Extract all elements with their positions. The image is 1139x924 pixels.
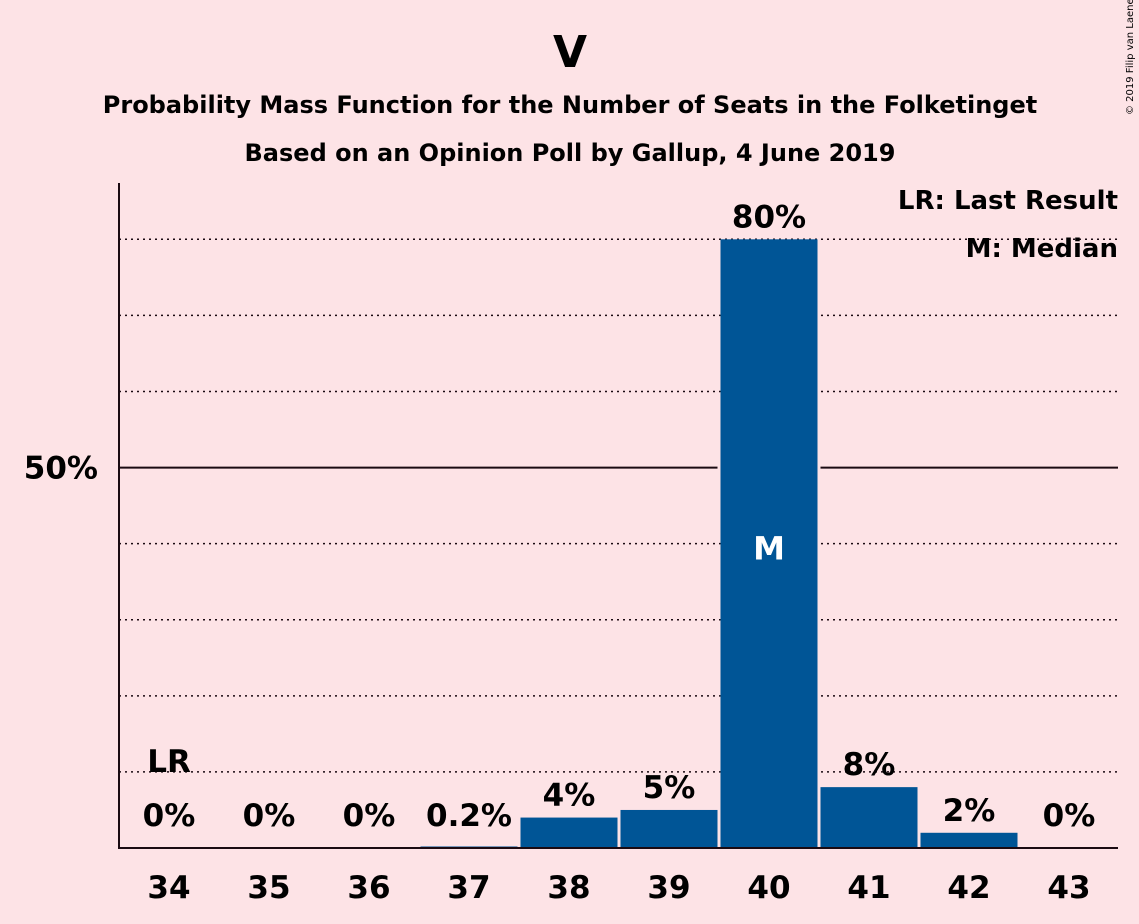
data-label: 0.2% (426, 798, 512, 834)
legend-median: M: Median (966, 234, 1118, 264)
gridlines (119, 238, 1118, 773)
data-label: 0% (143, 798, 196, 834)
x-tick-label: 42 (947, 870, 990, 906)
chart-subtitle: Probability Mass Function for the Number… (103, 91, 1037, 119)
bars (420, 239, 1018, 849)
data-label: 0% (243, 798, 296, 834)
median-marker: M (753, 529, 785, 567)
x-tick-label: 35 (247, 870, 290, 906)
y-tick-labels: 50% (24, 451, 98, 487)
chart-subtitle-poll: Based on an Opinion Poll by Gallup, 4 Ju… (245, 139, 896, 167)
x-tick-label: 36 (347, 870, 390, 906)
data-label: 80% (732, 199, 806, 235)
chart-title: V (553, 27, 587, 78)
bar (820, 787, 918, 848)
bar (920, 832, 1018, 848)
x-tick-label: 41 (847, 870, 890, 906)
data-label: 0% (1043, 798, 1096, 834)
x-tick-label: 43 (1047, 870, 1090, 906)
value-labels: 0% 0% 0% 0.2% 4% 5% 80% 8% 2% 0% M LR (143, 199, 1096, 834)
data-label: 2% (943, 793, 996, 829)
copyright-note: © 2019 Filip van Laenen (1125, 0, 1136, 115)
data-label: 5% (643, 770, 696, 806)
x-tick-label: 38 (547, 870, 590, 906)
data-label: 0% (343, 798, 396, 834)
y-tick-label: 50% (24, 451, 98, 487)
x-tick-label: 37 (447, 870, 490, 906)
bar (720, 239, 818, 849)
x-tick-labels: 34 35 36 37 38 39 40 41 42 43 (147, 870, 1090, 906)
data-label: 8% (843, 747, 896, 783)
bar (620, 809, 718, 848)
last-result-marker: LR (147, 744, 191, 780)
x-tick-label: 40 (747, 870, 790, 906)
data-label: 4% (543, 778, 596, 814)
x-tick-label: 39 (647, 870, 690, 906)
x-tick-label: 34 (147, 870, 190, 906)
bar (520, 817, 618, 848)
legend-last-result: LR: Last Result (898, 186, 1118, 216)
